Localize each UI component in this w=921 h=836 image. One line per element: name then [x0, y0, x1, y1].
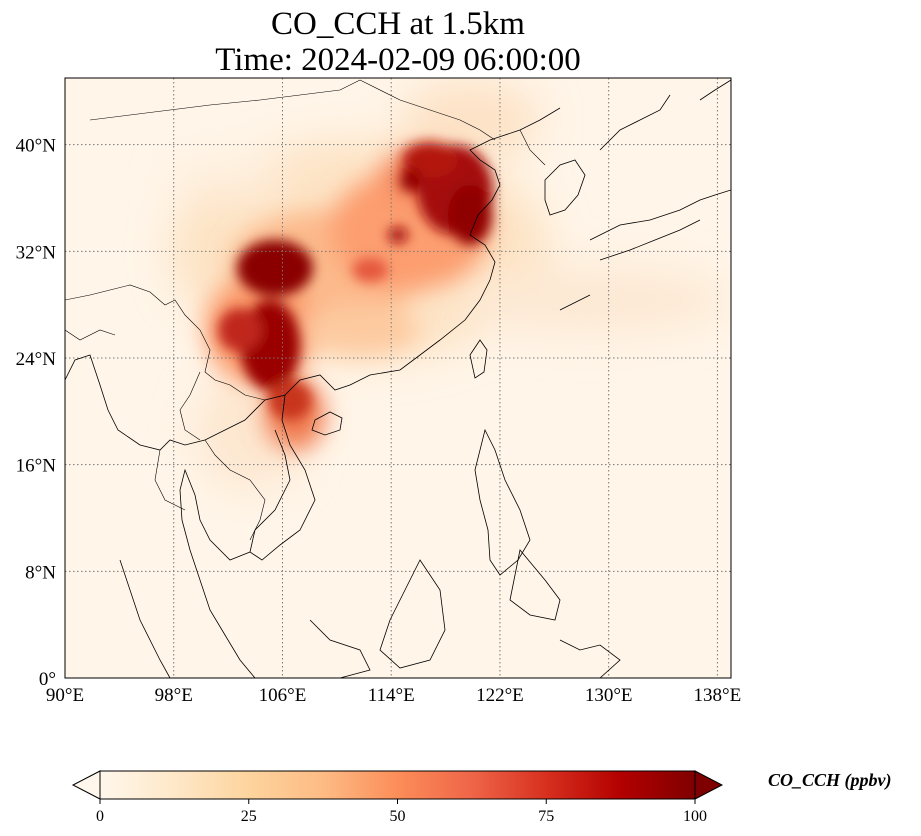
- latitude-tick-labels: 0° 8°N 16°N 24°N 32°N 40°N: [16, 136, 57, 690]
- colorbar-tick-label: 50: [390, 808, 406, 825]
- concentration-field: [65, 78, 731, 678]
- latitude-tick-label: 16°N: [16, 456, 57, 477]
- longitude-tick-label: 138°E: [694, 685, 742, 706]
- latitude-tick-label: 40°N: [16, 136, 57, 157]
- colorbar-tick-label: 100: [683, 808, 707, 825]
- latitude-tick-label: 32°N: [16, 242, 57, 263]
- latitude-tick-label: 0°: [39, 669, 56, 690]
- colorbar-extend-high: [694, 770, 724, 800]
- colorbar-tick-label: 75: [538, 808, 554, 825]
- longitude-tick-label: 130°E: [585, 685, 633, 706]
- country-borders: [65, 79, 546, 541]
- plume-strong: [218, 142, 493, 420]
- coastlines: [65, 79, 731, 678]
- colorbar: 0 25 50 75 100: [71, 770, 724, 825]
- longitude-tick-label: 106°E: [259, 685, 307, 706]
- colorbar-tick-label: 25: [241, 808, 257, 825]
- latitude-tick-label: 8°N: [25, 562, 56, 583]
- colorbar-title: CO_CCH (ppbv): [768, 770, 892, 790]
- colorbar-extend-low: [71, 770, 101, 800]
- longitude-tick-label: 122°E: [476, 685, 524, 706]
- latitude-tick-label: 24°N: [16, 349, 57, 370]
- colorbar-tick-labels: 0 25 50 75 100: [96, 799, 707, 825]
- colorbar-gradient: [100, 771, 695, 799]
- map-title-line-2: Time: 2024-02-09 06:00:00: [215, 42, 581, 78]
- longitude-tick-label: 90°E: [46, 685, 84, 706]
- longitude-tick-labels: 90°E 98°E 106°E 114°E 122°E 130°E 138°E: [46, 685, 741, 706]
- longitude-tick-label: 98°E: [155, 685, 193, 706]
- graticule: [65, 78, 731, 678]
- colorbar-tick-label: 0: [96, 808, 104, 825]
- map-frame: [64, 77, 732, 679]
- map-title-line-1: CO_CCH at 1.5km: [271, 6, 525, 42]
- longitude-tick-label: 114°E: [368, 685, 415, 706]
